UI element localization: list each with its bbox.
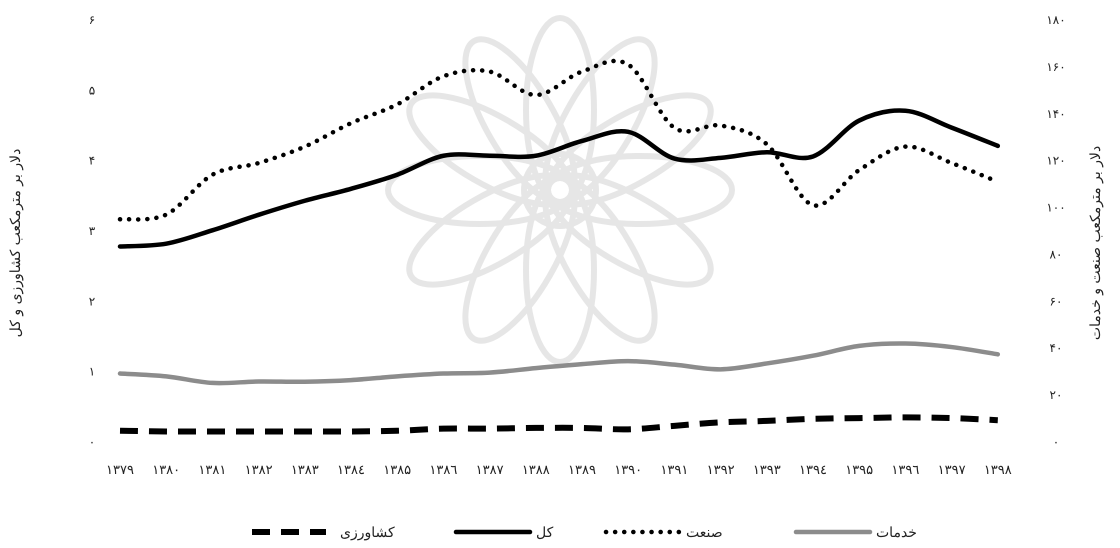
legend-label: خدمات (876, 525, 917, 541)
right-tick-label: ۶۰ (1050, 294, 1063, 308)
left-tick-label: ۰ (89, 435, 95, 449)
x-tick-label: ۱۳۸۳ (291, 463, 319, 478)
left-tick-label: ۴ (89, 154, 95, 168)
right-tick-label: ۱۶۰ (1046, 60, 1065, 74)
left-tick-label: ۳ (89, 224, 96, 238)
right-tick-label: ۰ (1053, 435, 1059, 449)
x-tick-label: ۱۳۹۲ (707, 463, 735, 478)
watermark-center (521, 151, 599, 229)
legend: خدمات صنعت کل کشاورزی (252, 525, 917, 541)
left-axis-ticks: ۰ ۱ ۲ ۳ ۴ ۵ ۶ (89, 13, 96, 449)
watermark-petal (406, 92, 576, 208)
right-tick-label: ۸۰ (1050, 247, 1063, 261)
watermark-petal (544, 172, 714, 288)
watermark-petal (523, 15, 597, 205)
x-axis-ticks: ۱۳۷۹ ۱۳۸۰ ۱۳۸۱ ۱۳۸۲ ۱۳۸۳ ۱۳۸٤ ۱۳۸۵ ۱۳۸٦ ۱۳۸۷ ۱۳۸۸… (106, 463, 1012, 478)
x-tick-label: ۱۳۹۳ (753, 463, 781, 478)
right-tick-label: ۱۸۰ (1046, 13, 1065, 27)
x-tick-label: ۱۳۷۹ (106, 463, 134, 478)
plot-area (117, 58, 1001, 435)
watermark-petal (542, 36, 658, 206)
watermark-logo (385, 15, 735, 365)
left-tick-label: ۲ (89, 294, 95, 308)
x-tick-label: ۱۳۸۹ (568, 463, 596, 478)
legend-label: کل (536, 525, 554, 541)
x-tick-label: ۱۳۹۰ (614, 463, 642, 478)
right-tick-label: ۱۰۰ (1046, 201, 1065, 215)
x-tick-label: ۱۳۸٤ (337, 463, 365, 478)
x-tick-label: ۱۳۹۷ (938, 463, 966, 478)
legend-label: صنعت (686, 525, 723, 541)
watermark-petal (523, 175, 597, 365)
x-tick-label: ۱۳۸٦ (429, 463, 457, 478)
left-tick-label: ۱ (89, 365, 95, 379)
right-axis-ticks: ۰ ۲۰ ۴۰ ۶۰ ۸۰ ۱۰۰ ۱۲۰ ۱۴۰ ۱۶۰ ۱۸۰ (1046, 13, 1065, 449)
x-tick-label: ۱۳۸۱ (198, 463, 226, 478)
series-line-2 (117, 108, 1001, 249)
x-tick-label: ۱۳۹٦ (891, 463, 919, 478)
right-tick-label: ۱۲۰ (1046, 154, 1065, 168)
x-tick-label: ۱۳۸۲ (245, 463, 273, 478)
watermark-petal (545, 153, 735, 227)
left-axis-label: دلار بر مترمکعب کشاورزی و کل (8, 149, 24, 338)
watermark-petal (462, 36, 578, 206)
watermark-petal (462, 174, 578, 344)
x-tick-label: ۱۳۹٤ (799, 463, 827, 478)
right-tick-label: ۱۴۰ (1046, 107, 1065, 121)
right-axis-label: دلار بر مترمکعب صنعت و خدمات (1088, 146, 1104, 340)
watermark-petal (406, 172, 576, 288)
right-tick-label: ۲۰ (1050, 388, 1063, 402)
series-line-0 (117, 341, 1001, 386)
left-tick-label: ۶ (89, 13, 95, 27)
x-tick-label: ۱۳۹۵ (845, 463, 873, 478)
x-tick-label: ۱۳۸۸ (522, 463, 550, 478)
x-tick-label: ۱۳۸۵ (383, 463, 411, 478)
legend-label: کشاورزی (340, 525, 395, 541)
x-tick-label: ۱۳۹۸ (984, 463, 1012, 478)
x-tick-label: ۱۳۸۰ (152, 463, 180, 478)
x-tick-label: ۱۳۹۱ (660, 463, 688, 478)
left-tick-label: ۵ (89, 83, 95, 97)
series-line-1 (117, 58, 1001, 222)
x-tick-label: ۱۳۸۷ (476, 463, 504, 478)
watermark-petal (544, 92, 714, 208)
right-tick-label: ۴۰ (1050, 341, 1063, 355)
series-line-3 (119, 414, 998, 435)
watermark-petal (542, 174, 658, 344)
